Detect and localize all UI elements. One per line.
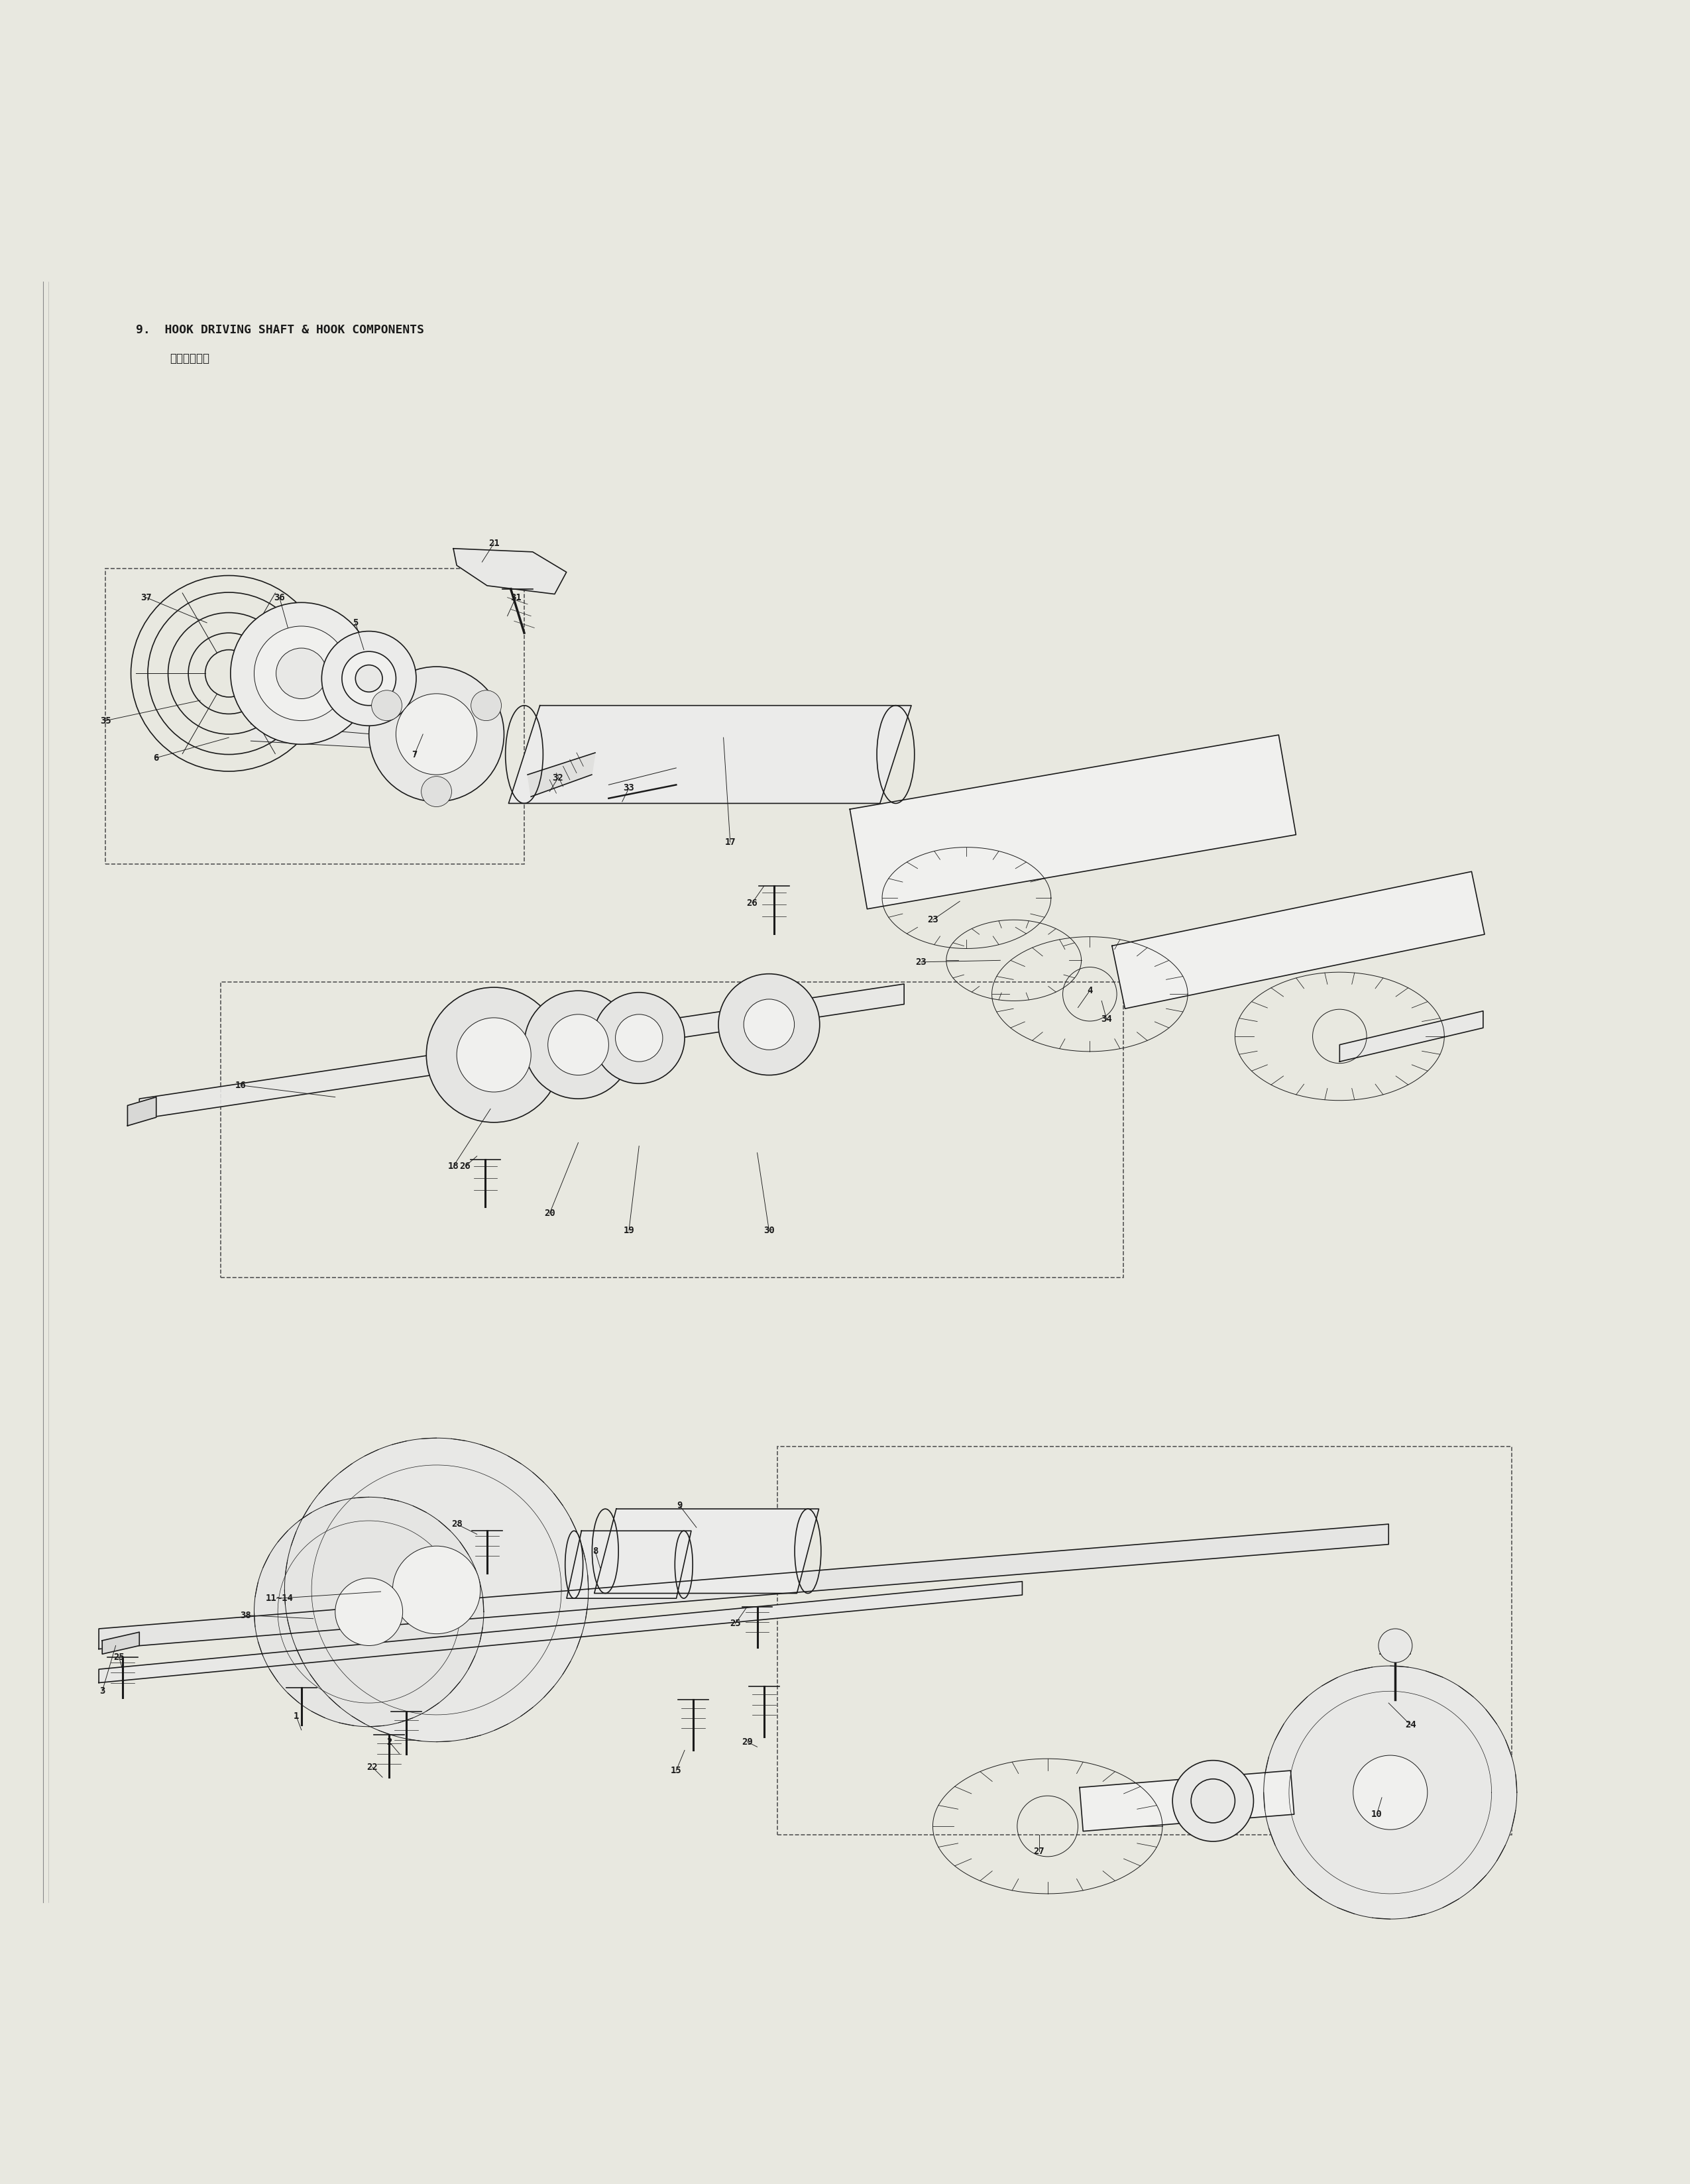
Circle shape [1379, 1629, 1413, 1662]
Text: 25: 25 [113, 1653, 125, 1662]
Circle shape [372, 690, 402, 721]
Text: 23: 23 [928, 915, 938, 924]
Text: 5: 5 [353, 618, 358, 627]
Text: 3: 3 [100, 1686, 105, 1695]
Text: 23: 23 [916, 957, 926, 968]
Text: 28: 28 [451, 1520, 463, 1529]
Text: 2: 2 [387, 1736, 392, 1747]
Polygon shape [850, 736, 1296, 909]
Text: 16: 16 [235, 1081, 247, 1090]
Polygon shape [1080, 1771, 1295, 1830]
Circle shape [426, 987, 561, 1123]
Text: 1: 1 [294, 1712, 299, 1721]
Text: 32: 32 [553, 773, 563, 782]
Text: 36: 36 [274, 592, 286, 603]
Text: 20: 20 [544, 1210, 554, 1219]
Text: 4: 4 [1087, 987, 1092, 996]
Circle shape [368, 666, 504, 802]
Circle shape [421, 775, 451, 806]
Polygon shape [1112, 871, 1484, 1009]
Text: 35: 35 [100, 716, 112, 725]
Text: 19: 19 [624, 1225, 634, 1234]
Circle shape [472, 690, 502, 721]
Polygon shape [509, 705, 911, 804]
Text: 31: 31 [510, 592, 521, 603]
Text: 34: 34 [1102, 1016, 1112, 1024]
Circle shape [335, 1579, 402, 1645]
Text: 18: 18 [448, 1162, 460, 1171]
Text: 10: 10 [1371, 1811, 1382, 1819]
Circle shape [392, 1546, 480, 1634]
Circle shape [718, 974, 820, 1075]
Text: 9: 9 [676, 1500, 683, 1509]
Polygon shape [127, 1096, 155, 1125]
Text: 21: 21 [488, 539, 500, 548]
Polygon shape [566, 1531, 691, 1599]
Polygon shape [98, 1581, 1022, 1682]
Text: 29: 29 [742, 1736, 752, 1747]
Text: 26: 26 [747, 898, 757, 909]
Text: 7: 7 [412, 749, 417, 760]
Text: 15: 15 [671, 1767, 681, 1776]
Polygon shape [453, 548, 566, 594]
Text: 24: 24 [1404, 1721, 1416, 1730]
Circle shape [230, 603, 372, 745]
Circle shape [341, 651, 395, 705]
Polygon shape [250, 725, 372, 747]
Text: 26: 26 [460, 1162, 472, 1171]
Circle shape [355, 664, 382, 692]
Circle shape [615, 1013, 662, 1061]
Circle shape [284, 1437, 588, 1743]
Text: 17: 17 [725, 836, 735, 847]
Circle shape [395, 695, 477, 775]
Polygon shape [101, 1631, 139, 1653]
Circle shape [548, 1013, 608, 1075]
Circle shape [744, 998, 794, 1051]
Polygon shape [98, 1524, 1389, 1649]
Circle shape [593, 992, 684, 1083]
Polygon shape [527, 753, 595, 797]
Polygon shape [139, 985, 904, 1118]
Text: 30: 30 [764, 1225, 774, 1234]
Circle shape [1264, 1666, 1518, 1920]
Polygon shape [1340, 1011, 1484, 1061]
Circle shape [321, 631, 416, 725]
Text: 9.  HOOK DRIVING SHAFT & HOOK COMPONENTS: 9. HOOK DRIVING SHAFT & HOOK COMPONENTS [135, 323, 424, 336]
Circle shape [254, 1496, 483, 1728]
Text: 38: 38 [240, 1610, 252, 1621]
Text: 33: 33 [624, 784, 634, 793]
Text: 6: 6 [154, 753, 159, 762]
Text: 11~14: 11~14 [265, 1594, 294, 1603]
Text: 22: 22 [367, 1762, 379, 1771]
Text: 25: 25 [730, 1618, 740, 1629]
Circle shape [254, 627, 348, 721]
Text: 下軸・釜関係: 下軸・釜関係 [169, 354, 210, 365]
Circle shape [456, 1018, 531, 1092]
Polygon shape [595, 1509, 820, 1594]
Text: 27: 27 [1034, 1848, 1044, 1856]
Text: 37: 37 [140, 592, 152, 603]
Circle shape [275, 649, 326, 699]
Circle shape [1173, 1760, 1254, 1841]
Circle shape [1354, 1756, 1428, 1830]
Text: 8: 8 [593, 1546, 598, 1555]
Circle shape [524, 992, 632, 1099]
